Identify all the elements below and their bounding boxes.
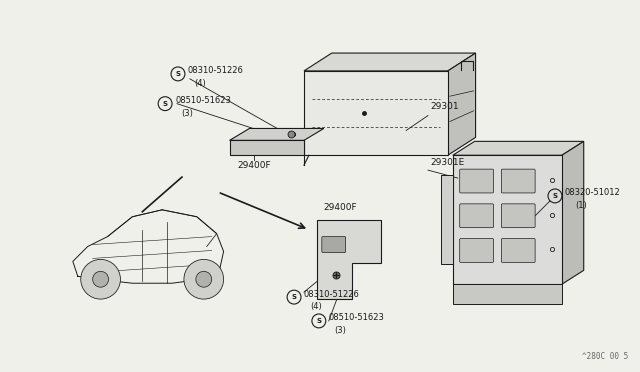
- Polygon shape: [441, 175, 452, 264]
- Text: S: S: [292, 294, 296, 300]
- Circle shape: [196, 271, 212, 287]
- Text: S: S: [175, 71, 180, 77]
- Text: 08310-51226: 08310-51226: [304, 290, 360, 299]
- Circle shape: [93, 271, 109, 287]
- FancyBboxPatch shape: [460, 169, 493, 193]
- Text: (4): (4): [310, 302, 322, 311]
- Polygon shape: [304, 53, 476, 71]
- Text: ^280C 00 5: ^280C 00 5: [582, 352, 628, 360]
- Polygon shape: [562, 141, 584, 284]
- Polygon shape: [452, 155, 562, 284]
- FancyBboxPatch shape: [501, 169, 535, 193]
- Text: (3): (3): [181, 109, 193, 118]
- Text: S: S: [316, 318, 321, 324]
- Polygon shape: [448, 53, 476, 155]
- Polygon shape: [317, 220, 381, 299]
- Polygon shape: [452, 141, 584, 155]
- Text: 08510-51623: 08510-51623: [175, 96, 231, 105]
- Text: S: S: [552, 193, 557, 199]
- Text: 08510-51623: 08510-51623: [329, 314, 385, 323]
- Text: 29400F: 29400F: [237, 161, 271, 170]
- Polygon shape: [304, 71, 448, 155]
- Text: S: S: [163, 101, 168, 107]
- Text: 29301: 29301: [430, 102, 459, 110]
- FancyBboxPatch shape: [460, 204, 493, 228]
- Text: (1): (1): [575, 201, 586, 210]
- Text: (3): (3): [335, 326, 347, 335]
- FancyBboxPatch shape: [460, 238, 493, 262]
- Text: 08310-51226: 08310-51226: [188, 67, 244, 76]
- Text: (4): (4): [194, 79, 205, 88]
- Circle shape: [81, 259, 120, 299]
- Polygon shape: [230, 128, 324, 140]
- Polygon shape: [230, 140, 304, 155]
- FancyBboxPatch shape: [501, 238, 535, 262]
- Text: 29400F: 29400F: [324, 203, 357, 212]
- Text: 29301E: 29301E: [430, 158, 464, 167]
- Polygon shape: [452, 284, 562, 304]
- FancyBboxPatch shape: [322, 237, 346, 253]
- Circle shape: [184, 259, 223, 299]
- Text: 08320-51012: 08320-51012: [565, 189, 621, 198]
- FancyBboxPatch shape: [501, 204, 535, 228]
